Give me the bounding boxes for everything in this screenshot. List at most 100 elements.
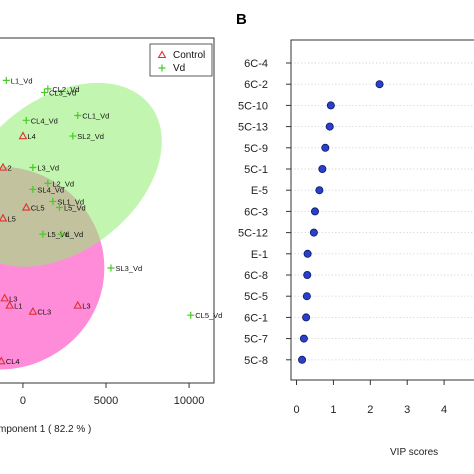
pca-point-label: L5 [7,214,15,223]
pca-point-vd [44,85,52,93]
vip-point [309,228,318,237]
vip-category-label: E-5 [251,185,268,197]
pca-point-vd [57,230,65,238]
vip-x-tick-label: 1 [330,404,336,416]
pca-point-vd [49,197,57,205]
pca-x-tick-label: 5000 [94,395,118,407]
pca-point-label: L3 [9,294,17,303]
pca-point-label: CL1_Vd [82,111,109,120]
pca-x-axis: 0 5000 10000 [20,383,205,407]
pca-point-label: CL3_Vd [49,88,76,97]
legend-control-label: Control [173,50,205,61]
vip-x-tick-label: 0 [293,404,299,416]
vip-category-label: 5C-7 [244,334,268,346]
vip-score-plot: B 6C-4 6C-2 5C-10 5C-13 5C-9 5C-1 E-5 6C-3 5C-12… [236,11,474,458]
vip-point [321,143,330,152]
pca-point-vd [187,311,195,319]
pca-point-control [73,300,83,309]
vip-category-labels: 6C-4 6C-2 5C-10 5C-13 5C-9 5C-1 E-5 6C-3 5C-12 E-… [238,58,291,367]
vip-category-label: 6C-3 [244,206,268,218]
pca-point-vd [55,203,63,211]
pca-point-label: SL4_Vd [37,185,64,194]
legend-control-marker [157,50,167,59]
vip-x-axis: 0 1 2 3 4 [293,380,447,416]
pca-point-label: CL4_Vd [31,116,58,125]
vip-point [302,313,311,322]
vip-point [375,80,384,89]
pca-point-label: L1_Vd [11,76,33,85]
vip-category-label: 5C-12 [238,228,268,240]
vip-category-label: E-1 [251,249,268,261]
vip-category-label: 6C-2 [244,79,268,91]
vip-category-label: 5C-8 [244,355,268,367]
vip-x-tick-label: 2 [367,404,373,416]
pca-point-vd [74,111,82,119]
pca-x-tick-label: 10000 [174,395,205,407]
legend-vd-marker [158,64,166,72]
confidence-ellipse-vd [0,82,162,267]
pca-point-vd [44,179,52,187]
vip-point [325,122,334,131]
vip-point [318,164,327,173]
pca-point-control [18,131,28,140]
pca-point-vd [41,88,49,96]
vip-category-label: 6C-4 [244,58,268,70]
pca-point-control [21,202,31,211]
pca-point-label: SL3_Vd [115,264,142,273]
pca-point-label: L3 [82,302,90,311]
pca-point-vd [29,164,37,172]
pca-point-control [0,356,6,365]
pca-point-label: L_Vd [66,230,84,239]
vip-x-tick-label: 3 [404,404,410,416]
pca-point-label: L3_Vd [37,164,59,173]
pca-point-label: L2_Vd [52,179,74,188]
vip-category-label: 6C-1 [244,312,268,324]
vip-point [326,101,335,110]
pca-point-label: CL5_Vd [195,311,222,320]
confidence-ellipses [0,82,162,370]
pca-point-label: CL2_Vd [52,85,79,94]
vip-point [298,355,307,364]
pca-point-control [5,300,14,309]
pca-point-vd [22,116,30,124]
pca-legend: Control Vd [149,43,213,77]
pca-point-vd [2,76,10,84]
vip-category-label: 5C-13 [238,122,268,134]
vip-point [299,334,308,343]
vip-x-tick-label: 4 [441,404,447,416]
pca-point-label: SL2_Vd [77,132,104,141]
pca-point-label: SL1_Vd [57,197,84,206]
pca-point-label: CL5 [31,203,45,212]
vip-category-label: 5C-10 [238,100,268,112]
vip-point [310,207,319,216]
pca-point-label: 2 [7,164,11,173]
pca-legend-box [149,43,213,77]
pca-point-label: L4 [27,132,35,141]
vip-category-label: 5C-1 [244,164,268,176]
vip-point [303,249,312,258]
pca-point-vd [107,264,115,272]
vip-point [302,292,311,301]
pca-point-control [28,306,38,315]
pca-point-vd [29,185,37,193]
pca-point-label: CL4 [6,357,20,366]
pca-point-control [0,162,8,171]
pca-point-vd [69,132,77,140]
panel-b-letter: B [236,11,247,28]
pca-point-label: L5_Vd [64,203,86,212]
pca-point-control [0,213,8,222]
vip-points [298,80,384,364]
vip-x-axis-title: VIP scores [390,447,438,458]
vip-category-label: 6C-8 [244,270,268,282]
pca-point-label: CL3 [37,308,51,317]
pca-x-axis-title: mponent 1 ( 82.2 % ) [0,424,91,435]
vip-plot-frame [290,39,474,381]
vip-point [303,270,312,279]
vip-category-label: 5C-9 [244,143,268,155]
vip-category-label: 5C-5 [244,291,268,303]
pca-point-label: L1 [14,302,22,311]
pca-x-tick-label: 0 [20,395,26,407]
